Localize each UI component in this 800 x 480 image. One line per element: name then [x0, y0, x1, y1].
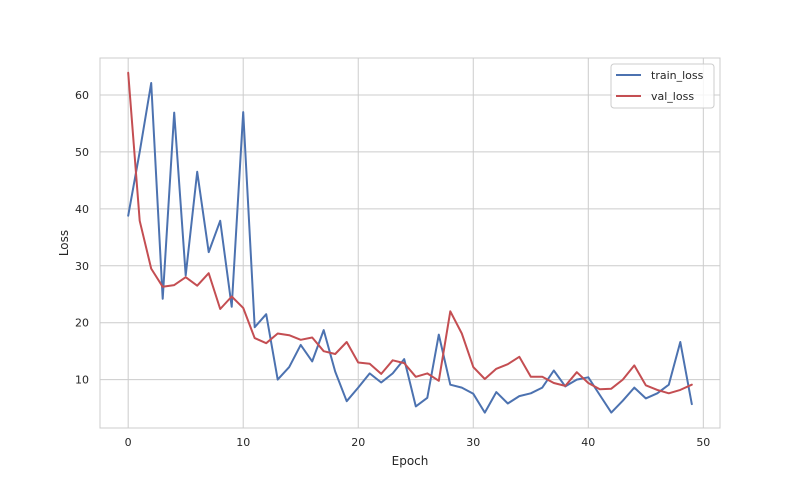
plot-frame	[99, 57, 721, 429]
x-tick-label: 50	[696, 436, 710, 449]
x-axis-label: Epoch	[392, 454, 429, 468]
y-tick-label: 10	[75, 374, 89, 387]
x-tick-label: 20	[351, 436, 365, 449]
y-axis-label: Loss	[57, 230, 71, 256]
grid	[100, 58, 720, 428]
y-tick-labels: 10 20 30 40 50 60	[75, 89, 89, 387]
legend-label-train-loss: train_loss	[651, 69, 704, 82]
x-tick-labels: 0 10 20 30 40 50	[125, 436, 711, 449]
y-tick-label: 60	[75, 89, 89, 102]
y-tick-label: 50	[75, 146, 89, 159]
x-tick-label: 0	[125, 436, 132, 449]
series-line-train-loss	[127, 82, 693, 414]
series-line-val-loss	[127, 71, 693, 395]
y-tick-label: 20	[75, 317, 89, 330]
x-tick-label: 30	[466, 436, 480, 449]
x-tick-label: 40	[581, 436, 595, 449]
series-layer	[127, 71, 693, 414]
y-tick-label: 30	[75, 260, 89, 273]
legend-label-val-loss: val_loss	[651, 90, 694, 103]
x-tick-label: 10	[236, 436, 250, 449]
legend: train_loss val_loss	[610, 63, 715, 109]
y-tick-label: 40	[75, 203, 89, 216]
